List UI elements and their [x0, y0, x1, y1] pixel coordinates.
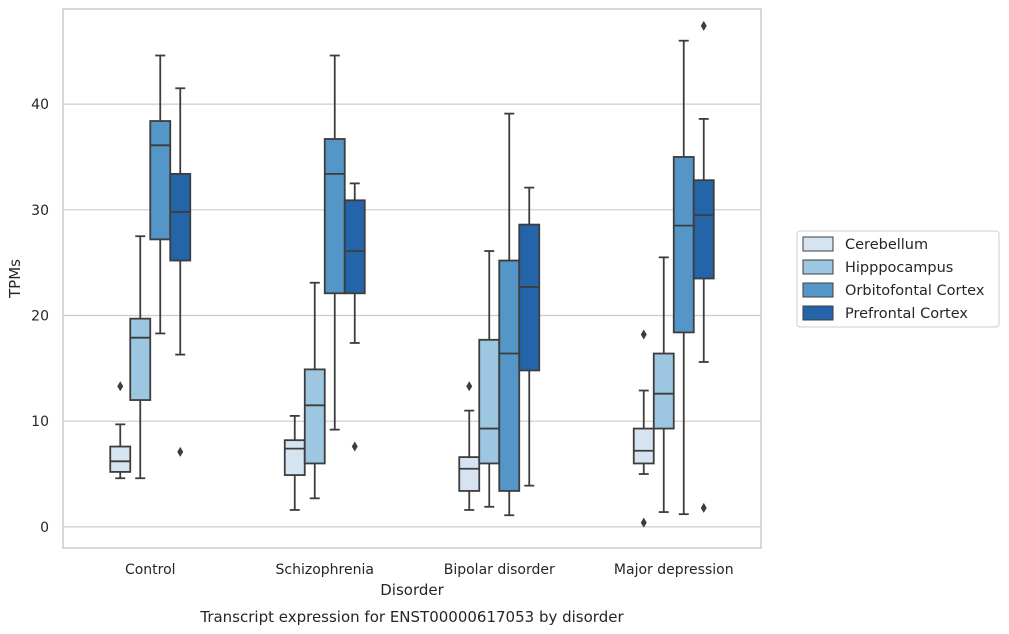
x-tick-label: Major depression: [614, 562, 734, 578]
iqr-box: [343, 199, 366, 295]
iqr-box: [303, 368, 326, 465]
box-hipppocampus: [303, 281, 326, 500]
box-orbitofontal-cortex: [498, 112, 521, 517]
box-hipppocampus: [652, 256, 675, 513]
box-hipppocampus: [129, 235, 152, 480]
legend-swatch: [802, 259, 834, 275]
iqr-box: [518, 223, 541, 372]
outlier-point: [700, 502, 707, 513]
box-prefrontal-cortex: [518, 186, 541, 487]
iqr-box: [672, 156, 695, 334]
iqr-box: [169, 172, 192, 262]
outlier-point: [466, 381, 473, 392]
x-tick-label: Schizophrenia: [276, 562, 374, 578]
outlier-point: [351, 441, 358, 452]
x-tick-label: Bipolar disorder: [444, 562, 555, 578]
outlier-point: [117, 381, 124, 392]
y-tick-label: 0: [40, 520, 49, 536]
iqr-box: [149, 120, 172, 241]
chart-caption: Transcript expression for ENST0000061705…: [199, 608, 624, 626]
iqr-box: [478, 338, 501, 465]
plot-frame: [62, 8, 762, 549]
box-hipppocampus: [478, 250, 501, 508]
iqr-box: [323, 138, 346, 295]
box-prefrontal-cortex: [692, 20, 715, 513]
legend-frame: [796, 230, 1000, 328]
legend-swatch: [802, 236, 834, 252]
outlier-point: [700, 20, 707, 31]
y-tick-labels: 0 10 20 30 40: [31, 97, 49, 536]
y-axis-label: TPMs: [6, 259, 24, 299]
box-orbitofontal-cortex: [149, 54, 172, 335]
iqr-box: [109, 445, 132, 473]
iqr-box: [652, 352, 675, 430]
legend-swatch: [802, 282, 834, 298]
y-tick-label: 10: [31, 414, 49, 430]
iqr-box: [498, 259, 521, 492]
legend: Cerebellum Hipppocampus Orbitofontal Corte…: [796, 230, 1000, 328]
iqr-box: [129, 317, 152, 401]
box-prefrontal-cortex: [343, 182, 366, 452]
boxes: [109, 20, 715, 528]
y-tick-label: 20: [31, 308, 49, 324]
outlier-point: [640, 329, 647, 340]
iqr-box: [458, 456, 481, 492]
iqr-box: [283, 439, 306, 476]
box-cerebellum: [458, 381, 481, 511]
outlier-point: [640, 517, 647, 528]
box-prefrontal-cortex: [169, 87, 192, 457]
x-tick-labels: Control Schizophrenia Bipolar disorder Majo…: [125, 562, 734, 578]
y-tick-label: 30: [31, 203, 49, 219]
legend-swatch: [802, 305, 834, 321]
box-cerebellum: [632, 329, 655, 528]
x-tick-label: Control: [125, 562, 176, 578]
y-tick-label: 40: [31, 97, 49, 113]
x-axis-label: Disorder: [380, 581, 444, 599]
legend-label: Cerebellum: [845, 237, 928, 253]
box-orbitofontal-cortex: [672, 39, 695, 516]
legend-label: Orbitofontal Cortex: [845, 283, 985, 299]
box-orbitofontal-cortex: [323, 54, 346, 431]
box-cerebellum: [109, 381, 132, 480]
iqr-box: [632, 427, 655, 465]
legend-label: Hipppocampus: [845, 260, 953, 276]
iqr-box: [692, 179, 715, 280]
legend-label: Prefrontal Cortex: [845, 306, 968, 322]
outlier-point: [177, 446, 184, 457]
box-cerebellum: [283, 414, 306, 511]
